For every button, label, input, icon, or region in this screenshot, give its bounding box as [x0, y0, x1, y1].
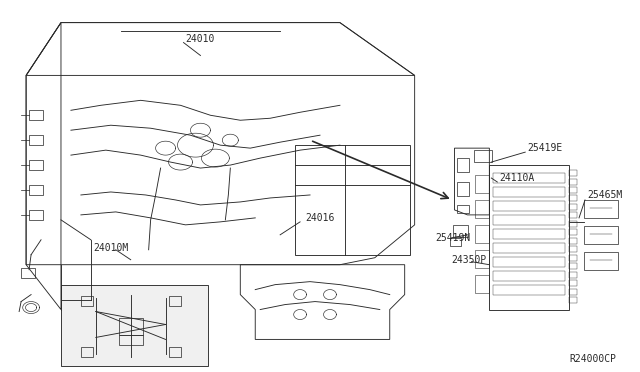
Bar — [493, 271, 565, 280]
Bar — [569, 212, 577, 218]
Bar — [569, 272, 577, 278]
Bar — [493, 229, 565, 239]
Bar — [476, 250, 490, 268]
Text: 24010M: 24010M — [93, 243, 128, 253]
Text: 24350P: 24350P — [451, 255, 487, 265]
Bar — [476, 175, 490, 193]
Bar — [452, 225, 468, 237]
Bar — [81, 296, 93, 305]
Bar — [569, 229, 577, 235]
Bar — [584, 226, 618, 244]
Bar — [458, 158, 469, 172]
Text: 24016: 24016 — [305, 213, 335, 223]
Bar — [21, 268, 35, 278]
Bar — [569, 297, 577, 303]
Bar — [569, 221, 577, 227]
Bar — [569, 170, 577, 176]
Bar — [493, 285, 565, 295]
Bar — [29, 210, 43, 220]
Bar — [569, 263, 577, 269]
Bar — [584, 252, 618, 270]
Bar — [493, 257, 565, 267]
Bar — [569, 246, 577, 252]
Bar — [29, 160, 43, 170]
Bar — [569, 238, 577, 244]
Text: 24110A: 24110A — [499, 173, 534, 183]
Bar — [61, 285, 209, 366]
Bar — [29, 110, 43, 120]
Bar — [476, 275, 490, 293]
Bar — [29, 185, 43, 195]
Bar — [569, 204, 577, 210]
Bar — [490, 165, 569, 310]
Text: 25465M: 25465M — [587, 190, 622, 200]
Text: 25419E: 25419E — [527, 143, 563, 153]
Bar — [474, 150, 492, 162]
Bar — [476, 225, 490, 243]
Bar — [584, 200, 618, 218]
Bar — [493, 201, 565, 211]
Bar — [476, 200, 490, 218]
Bar — [81, 347, 93, 357]
Bar — [569, 255, 577, 261]
Bar — [458, 182, 469, 196]
Bar — [168, 296, 180, 305]
Bar — [449, 238, 461, 246]
Bar — [458, 205, 469, 213]
Bar — [168, 347, 180, 357]
Bar — [295, 145, 410, 255]
Bar — [119, 318, 143, 336]
Bar — [29, 135, 43, 145]
Bar — [493, 215, 565, 225]
Bar — [493, 243, 565, 253]
Bar — [569, 280, 577, 286]
Bar — [569, 179, 577, 185]
Bar — [569, 289, 577, 295]
Text: 24010: 24010 — [186, 33, 215, 44]
Text: 25419N: 25419N — [436, 233, 471, 243]
Text: R24000CP: R24000CP — [569, 355, 616, 364]
Bar — [119, 336, 143, 346]
Bar — [493, 187, 565, 197]
Bar — [493, 173, 565, 183]
Bar — [569, 195, 577, 202]
Bar — [569, 187, 577, 193]
